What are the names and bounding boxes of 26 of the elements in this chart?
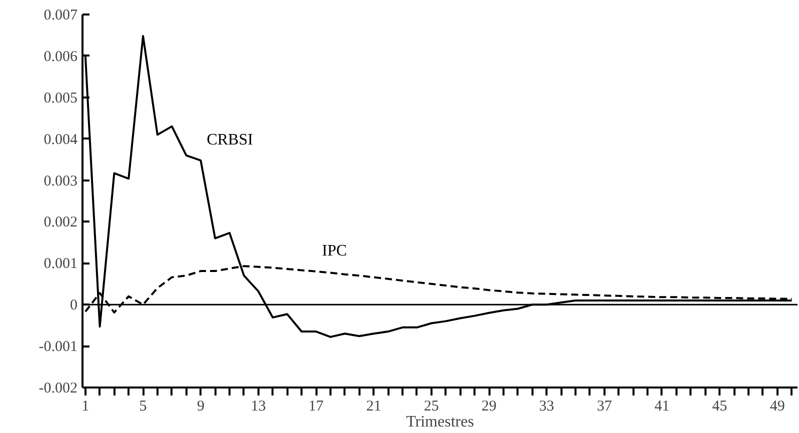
x-tick-label: 17 [308, 398, 324, 414]
y-tick-label: 0.002 [44, 214, 78, 231]
y-tick-label: 0.007 [44, 8, 78, 24]
y-tick-label: 0.003 [44, 173, 78, 190]
y-tick-label: 0.004 [44, 132, 78, 148]
series-label: IPC [322, 242, 347, 260]
x-tick-label: 41 [654, 398, 670, 414]
x-tick-label: 9 [196, 398, 204, 414]
y-tick-label: 0.005 [44, 90, 78, 106]
x-tick-label: 49 [770, 398, 785, 414]
x-tick-label: 1 [82, 398, 90, 414]
y-tick-label: 0.001 [44, 256, 78, 272]
x-tick-label: 45 [712, 398, 728, 414]
x-tick-label: 29 [482, 398, 497, 414]
x-tick-label: 33 [539, 398, 554, 414]
y-tick-label: -0.002 [38, 380, 78, 396]
x-tick-label: 13 [250, 398, 266, 414]
x-tick-label: 5 [139, 398, 147, 414]
x-axis-title: Trimestres [406, 414, 474, 430]
y-tick-label: 0.006 [44, 48, 78, 65]
x-tick-label: 25 [424, 398, 439, 414]
x-tick-label: 21 [366, 398, 382, 414]
series-label: CRBSI [206, 131, 253, 148]
x-tick-label: 37 [596, 398, 612, 414]
y-tick-label: -0.001 [38, 339, 78, 356]
y-tick-label: 0 [70, 298, 78, 314]
